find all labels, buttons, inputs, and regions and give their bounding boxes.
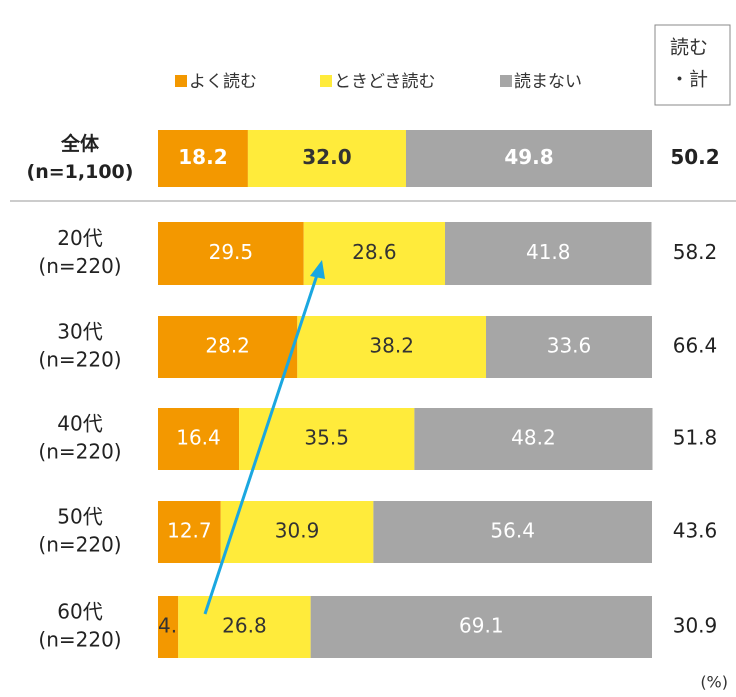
bar-segment [158,501,221,563]
value-label: 49.8 [504,145,553,169]
bar-segment [373,501,652,563]
sample-size: (n=220) [38,348,121,372]
value-label: 26.8 [222,614,267,638]
total-value: 58.2 [673,240,718,264]
legend-label: ときどき読む [334,72,436,92]
legend-swatch [320,75,332,87]
bar-segment [178,596,311,658]
value-label: 28.6 [352,240,397,264]
total-header-box [654,24,731,106]
bar-segment [297,316,487,378]
sample-size: (n=220) [38,628,121,652]
legend-swatch [175,75,187,87]
bar-segment [220,501,374,563]
value-label: 48.2 [511,426,556,450]
total-header: 読む [670,37,708,59]
value-label: 12.7 [167,519,212,543]
bar-segment [247,130,406,187]
bar-segment [158,596,179,658]
category-label: 30代 [57,320,102,344]
value-label: 38.2 [369,334,414,358]
category-label: 60代 [57,600,102,624]
value-label: 35.5 [304,426,349,450]
bar-segment [158,408,240,470]
total-value: 30.9 [673,614,718,638]
bar-segment [303,222,446,285]
value-label: 41.8 [526,240,571,264]
total-value: 51.8 [673,426,718,450]
sample-size: (n=220) [38,440,121,464]
total-value: 43.6 [673,519,718,543]
value-label: 56.4 [490,519,535,543]
value-label: 29.5 [209,240,254,264]
total-value: 50.2 [670,145,719,169]
bar-segment [158,222,304,285]
category-label: 40代 [57,412,102,436]
bar-segment [158,316,298,378]
value-label: 16.4 [176,426,221,450]
bar-segment [445,222,652,285]
value-label: 69.1 [459,614,504,638]
bars: 18.2 32.0 49.8 29.5 28.6 41.8 28.2 38.2 33.6 16.4… [158,130,653,658]
value-label: 33.6 [547,334,592,358]
legend-label: 読まない [514,72,582,92]
trend-arrow [203,271,320,615]
legend-label: よく読む [189,72,257,92]
unit-note: (%) [700,673,728,692]
legend-swatch [500,75,512,87]
total-header: ・計 [670,69,708,91]
bar-segment [310,596,652,658]
value-label: 18.2 [178,145,227,169]
bar-segment [405,130,652,187]
arrow-head [310,260,325,279]
value-label: 28.2 [205,334,250,358]
category-label: 50代 [57,505,102,529]
bar-segment [486,316,652,378]
value-label: 30.9 [275,519,320,543]
sample-size: (n=220) [38,533,121,557]
category-label: 全体 [60,132,100,155]
sample-size: (n=220) [38,254,121,278]
bar-segment [414,408,653,470]
bar-segment [158,130,248,187]
sample-size: (n=1,100) [27,161,134,183]
total-value: 66.4 [673,334,718,358]
category-label: 20代 [57,226,102,250]
value-label: 32.0 [302,145,351,169]
